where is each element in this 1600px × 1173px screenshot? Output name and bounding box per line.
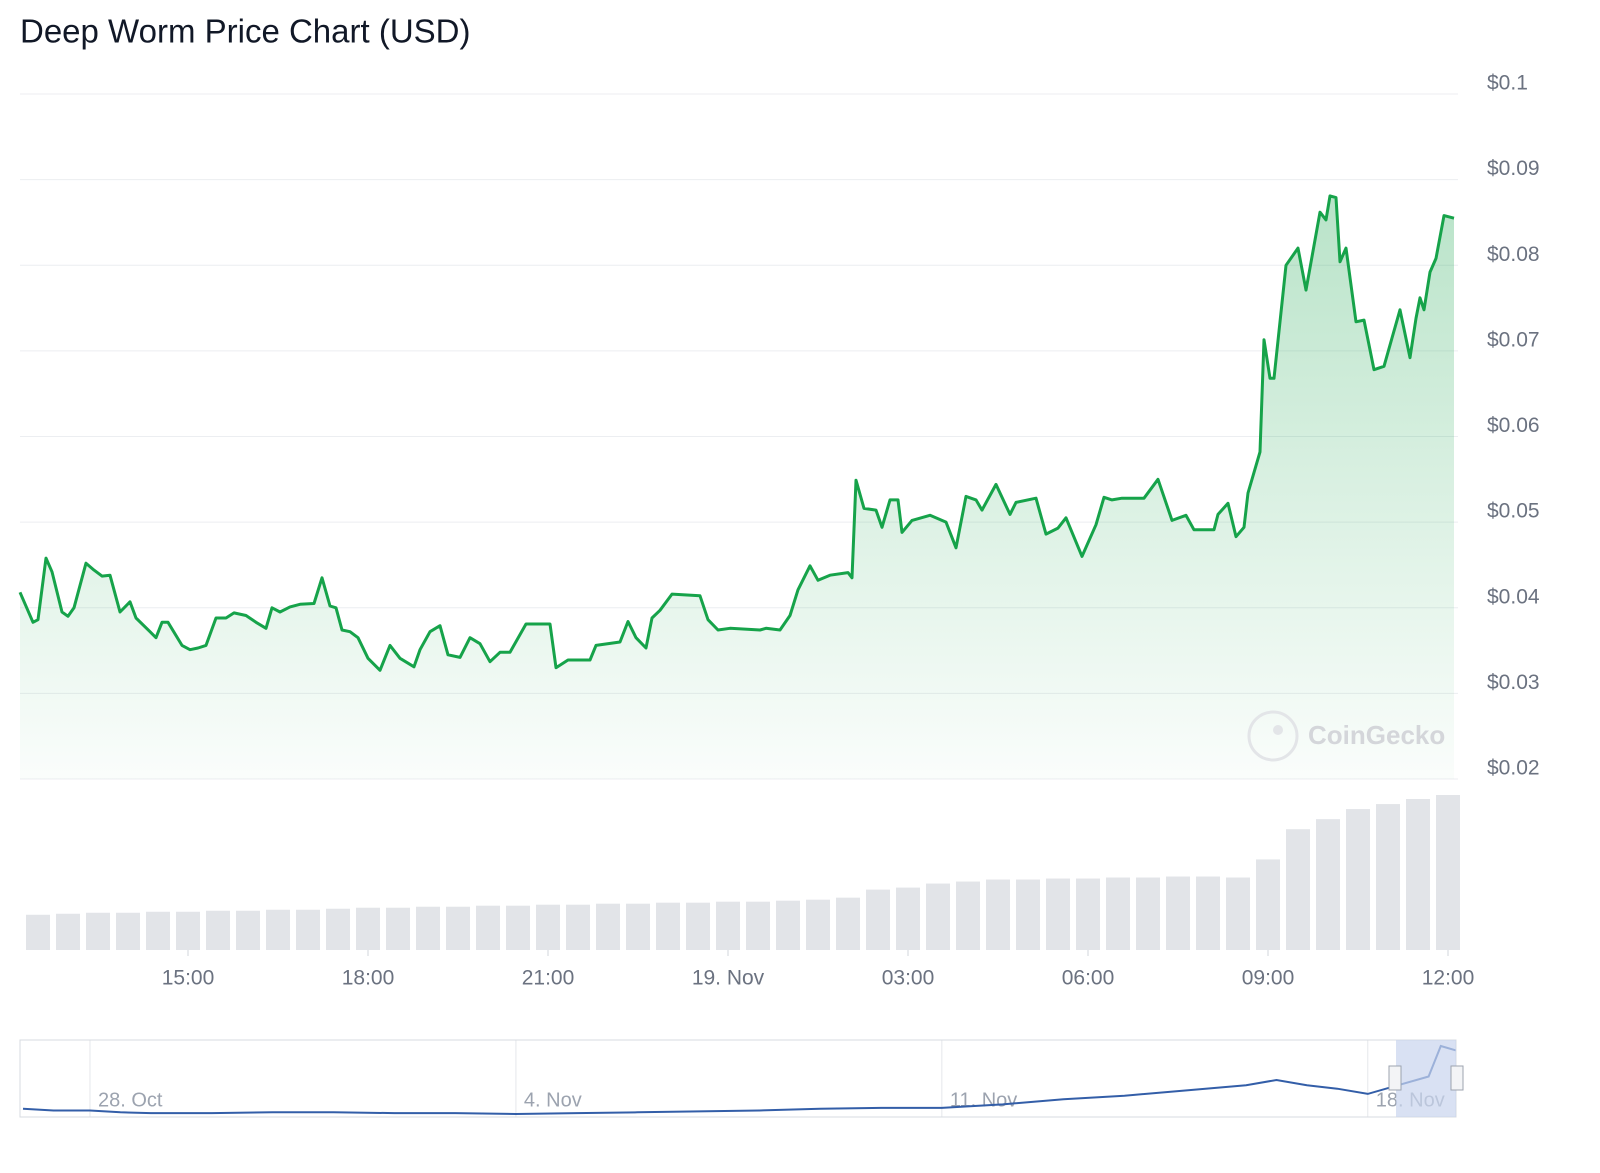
volume-bar xyxy=(596,903,620,950)
volume-bar xyxy=(746,901,770,950)
volume-bar xyxy=(1406,799,1430,950)
chart-title: Deep Worm Price Chart (USD) xyxy=(20,13,470,50)
volume-bar xyxy=(1106,877,1130,950)
volume-bar xyxy=(716,901,740,950)
volume-bar xyxy=(56,913,80,950)
volume-bar xyxy=(416,906,440,950)
watermark: CoinGecko xyxy=(1247,710,1445,762)
volume-bar xyxy=(206,910,230,950)
volume-bar xyxy=(1166,876,1190,950)
volume-bar xyxy=(116,912,140,950)
volume-bar xyxy=(476,905,500,950)
volume-bar xyxy=(686,902,710,950)
volume-bar xyxy=(356,907,380,950)
volume-bar xyxy=(1436,795,1460,950)
volume-bar xyxy=(296,909,320,950)
volume-bar xyxy=(806,899,830,950)
volume-bar xyxy=(86,912,110,950)
navigator-frame xyxy=(19,1039,1457,1118)
y-tick-label: $0.05 xyxy=(1487,500,1540,523)
volume-bar xyxy=(1376,804,1400,950)
volume-bar xyxy=(506,905,530,950)
volume-bar xyxy=(1196,876,1220,950)
volume-bar xyxy=(266,909,290,950)
y-tick-label: $0.09 xyxy=(1487,157,1540,180)
price-area xyxy=(20,195,1454,779)
y-tick-label: $0.06 xyxy=(1487,414,1540,437)
navigator-handle[interactable] xyxy=(1450,1065,1464,1091)
x-tick-label: 21:00 xyxy=(522,967,575,990)
volume-bar xyxy=(656,902,680,950)
volume-bar xyxy=(1136,877,1160,950)
price-line xyxy=(18,194,1455,672)
navigator-line xyxy=(22,1044,1457,1116)
x-tick-label: 18:00 xyxy=(342,967,395,990)
x-tick-label: 09:00 xyxy=(1242,967,1295,990)
volume-bar xyxy=(536,904,560,950)
volume-bar xyxy=(176,911,200,950)
y-tick-label: $0.02 xyxy=(1487,757,1540,780)
volume-bar xyxy=(1226,877,1250,950)
volume-bar xyxy=(896,887,920,950)
x-tick-label: 19. Nov xyxy=(692,967,765,990)
volume-bar xyxy=(776,900,800,950)
volume-bar xyxy=(926,883,950,950)
x-tick-label: 06:00 xyxy=(1062,967,1115,990)
navigator-tick-label: 4. Nov xyxy=(524,1089,582,1111)
volume-bar xyxy=(956,881,980,950)
navigator-tick-label: 28. Oct xyxy=(98,1089,163,1111)
y-tick-label: $0.08 xyxy=(1487,243,1540,266)
volume-bar xyxy=(1286,829,1310,950)
volume-bar xyxy=(26,914,50,950)
volume-bar xyxy=(446,906,470,950)
y-tick-label: $0.1 xyxy=(1487,72,1528,95)
volume-bar xyxy=(386,907,410,950)
y-tick-label: $0.04 xyxy=(1487,585,1540,608)
volume-bar xyxy=(1316,819,1340,950)
watermark-logo-eye xyxy=(1273,725,1283,735)
volume-bar xyxy=(326,908,350,950)
x-tick-label: 15:00 xyxy=(162,967,215,990)
volume-bar xyxy=(1076,878,1100,950)
volume-bar xyxy=(866,889,890,950)
volume-bar xyxy=(1046,878,1070,950)
x-tick-label: 03:00 xyxy=(882,967,935,990)
y-tick-label: $0.03 xyxy=(1487,671,1540,694)
volume-bar xyxy=(1256,859,1280,950)
y-tick-label: $0.07 xyxy=(1487,328,1540,351)
volume-bar xyxy=(986,879,1010,950)
volume-bar xyxy=(236,910,260,950)
volume-bar xyxy=(566,904,590,950)
navigator-handle[interactable] xyxy=(1388,1065,1402,1091)
navigator-selection[interactable] xyxy=(1396,1040,1456,1117)
volume-bar xyxy=(1016,879,1040,950)
watermark-logo xyxy=(1247,710,1299,762)
volume-bar xyxy=(836,897,860,950)
volume-bar xyxy=(626,903,650,950)
volume-bar xyxy=(146,911,170,950)
navigator-tick-label: 11. Nov xyxy=(950,1089,1017,1111)
watermark-text: CoinGecko xyxy=(1308,720,1445,750)
x-tick-label: 12:00 xyxy=(1422,967,1475,990)
volume-bar xyxy=(1346,809,1370,950)
